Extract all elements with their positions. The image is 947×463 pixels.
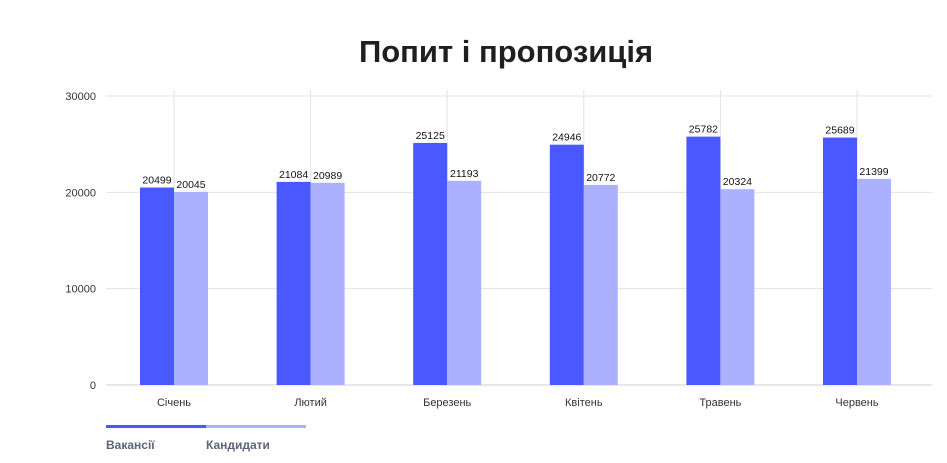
legend: Вакансії Кандидати — [106, 425, 306, 454]
bar-candidates[interactable] — [447, 180, 482, 385]
bar-value-label: 21084 — [279, 169, 308, 181]
y-tick-label: 10000 — [65, 284, 96, 296]
bar-candidates[interactable] — [583, 184, 618, 385]
x-tick-label: Травень — [699, 397, 741, 409]
x-tick-label: Січень — [157, 397, 191, 409]
bar-value-label: 21399 — [859, 166, 888, 178]
bar-vacancies[interactable] — [686, 136, 721, 385]
bar-vacancies[interactable] — [413, 142, 448, 385]
legend-item-candidates[interactable]: Кандидати — [206, 425, 306, 454]
y-axis: 0 10000 20000 30000 — [65, 91, 96, 392]
bar-vacancies[interactable] — [140, 187, 174, 385]
bar-value-label: 25782 — [689, 124, 718, 136]
bar-value-label: 21193 — [450, 168, 479, 180]
bar-value-label: 20045 — [176, 179, 205, 191]
bar-vacancies[interactable] — [276, 181, 311, 385]
y-tick-label: 30000 — [65, 91, 96, 103]
y-tick-label: 0 — [90, 380, 96, 392]
bar-value-label: 20772 — [586, 172, 615, 184]
data-labels: 20499 21084 25125 24946 25782 25689 20045 20989… — [142, 124, 888, 191]
bar-value-label: 24946 — [552, 132, 581, 144]
bar-value-label: 25689 — [825, 125, 854, 137]
x-tick-label: Березень — [423, 397, 471, 409]
legend-label-vacancies: Вакансії — [106, 438, 155, 452]
bar-candidates[interactable] — [174, 191, 208, 385]
bar-candidates[interactable] — [310, 182, 345, 385]
bar-candidates[interactable] — [857, 178, 891, 385]
bar-candidates[interactable] — [720, 189, 755, 385]
bar-vacancies[interactable] — [823, 137, 857, 385]
x-tick-label: Червень — [835, 397, 878, 409]
x-axis: Січень Лютий Березень Квітень Травень Червень — [157, 397, 879, 409]
y-tick-label: 20000 — [65, 187, 96, 199]
x-tick-label: Лютий — [294, 397, 327, 409]
bar-value-label: 20499 — [142, 175, 171, 187]
legend-label-candidates: Кандидати — [206, 438, 270, 452]
legend-item-vacancies[interactable]: Вакансії — [106, 425, 206, 454]
bars — [140, 136, 891, 385]
bar-value-label: 25125 — [416, 130, 445, 142]
bar-value-label: 20989 — [313, 170, 342, 182]
x-tick-label: Квітень — [565, 397, 603, 409]
bar-vacancies[interactable] — [549, 144, 584, 385]
chart-title: Попит і пропозиція — [358, 34, 654, 69]
bar-value-label: 20324 — [723, 176, 752, 188]
grid — [106, 90, 932, 386]
